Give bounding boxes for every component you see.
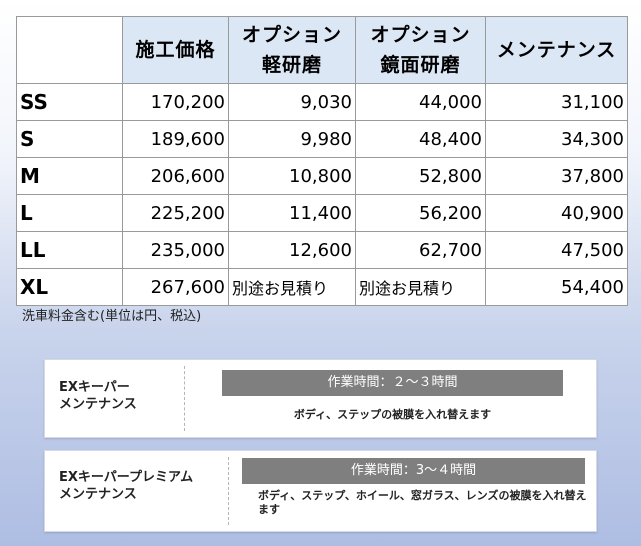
card-ex-keeper-premium-maintenance: EXキーパープレミアム メンテナンス 作業時間：3～４時間 ボディ、ステップ、ホ… [44, 450, 597, 532]
maintenance-cell: 37,800 [485, 157, 628, 195]
work-time-bar: 作業時間：3～４時間 [242, 458, 585, 484]
price-note: 洗車料金含む(単位は円、税込) [22, 309, 202, 324]
header-size-col [16, 16, 123, 84]
size-cell: M [16, 157, 123, 195]
price-cell: 235,000 [122, 231, 229, 269]
header-option-mirror: オプション 鏡面研磨 [355, 16, 486, 84]
size-cell: SS [16, 83, 123, 121]
maintenance-cell: 47,500 [485, 231, 628, 269]
option-light-cell: 10,800 [228, 157, 356, 195]
option-mirror-cell: 48,400 [355, 120, 486, 158]
card-description: ボディ、ステップの被膜を入れ替えます [293, 408, 492, 421]
card-divider [184, 366, 185, 431]
header-maintenance-label: メンテナンス [496, 39, 617, 61]
size-cell: L [16, 194, 123, 232]
header-option-light: オプション 軽研磨 [228, 16, 356, 84]
size-cell: S [16, 120, 123, 158]
option-light-cell: 9,030 [228, 83, 356, 121]
table-row: XL 267,600 別途お見積り 別途お見積り 54,400 [16, 268, 628, 306]
option-light-cell: 11,400 [228, 194, 356, 232]
header-option-light-label: オプション 軽研磨 [241, 24, 342, 76]
price-table: 施工価格 オプション 軽研磨 オプション 鏡面研磨 メンテナンス SS 170,2… [16, 16, 628, 306]
maintenance-cell: 54,400 [485, 268, 628, 306]
option-mirror-cell: 56,200 [355, 194, 486, 232]
card-title: EXキーパープレミアム メンテナンス [59, 470, 194, 502]
option-mirror-cell: 44,000 [355, 83, 486, 121]
work-time-bar: 作業時間：２～３時間 [222, 370, 563, 396]
option-mirror-cell: 別途お見積り [355, 268, 486, 306]
table-row: M 206,600 10,800 52,800 37,800 [16, 157, 628, 195]
maintenance-cell: 34,300 [485, 120, 628, 158]
table-header-row: 施工価格 オプション 軽研磨 オプション 鏡面研磨 メンテナンス [16, 16, 628, 84]
header-price-label: 施工価格 [135, 39, 216, 61]
table-row: L 225,200 11,400 56,200 40,900 [16, 194, 628, 232]
maintenance-cell: 40,900 [485, 194, 628, 232]
option-light-cell: 12,600 [228, 231, 356, 269]
card-description: ボディ、ステップ、ホイール、窓ガラス、レンズの被膜を入れ替えます [258, 489, 587, 516]
header-maintenance: メンテナンス [485, 16, 628, 84]
price-cell: 206,600 [122, 157, 229, 195]
header-option-mirror-label: オプション 鏡面研磨 [370, 24, 471, 76]
table-row: LL 235,000 12,600 62,700 47,500 [16, 231, 628, 269]
option-light-cell: 9,980 [228, 120, 356, 158]
size-cell: XL [16, 268, 123, 306]
price-cell: 225,200 [122, 194, 229, 232]
table-row: SS 170,200 9,030 44,000 31,100 [16, 83, 628, 121]
table-row: S 189,600 9,980 48,400 34,300 [16, 120, 628, 158]
option-mirror-cell: 52,800 [355, 157, 486, 195]
price-cell: 267,600 [122, 268, 229, 306]
card-ex-keeper-maintenance: EXキーパー メンテナンス 作業時間：２～３時間 ボディ、ステップの被膜を入れ替… [44, 359, 597, 438]
card-title: EXキーパー メンテナンス [59, 380, 137, 412]
header-price: 施工価格 [122, 16, 229, 84]
size-cell: LL [16, 231, 123, 269]
price-cell: 170,200 [122, 83, 229, 121]
option-light-cell: 別途お見積り [228, 268, 356, 306]
option-mirror-cell: 62,700 [355, 231, 486, 269]
price-cell: 189,600 [122, 120, 229, 158]
card-divider [228, 457, 229, 525]
maintenance-cell: 31,100 [485, 83, 628, 121]
